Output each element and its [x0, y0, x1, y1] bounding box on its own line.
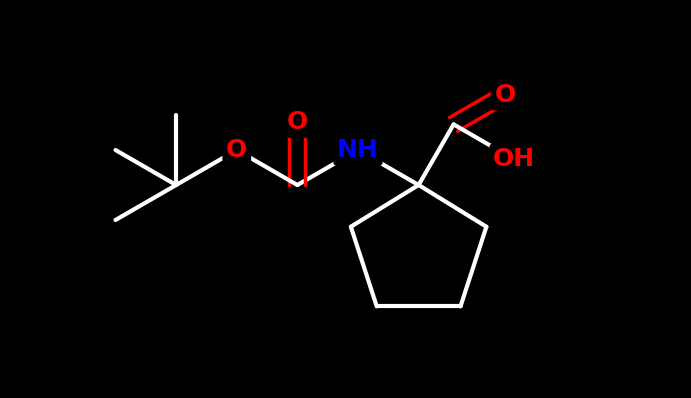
Text: O: O: [495, 83, 515, 107]
Text: OH: OH: [493, 147, 536, 172]
Text: O: O: [287, 110, 308, 134]
Text: NH: NH: [337, 138, 379, 162]
Text: O: O: [226, 138, 247, 162]
